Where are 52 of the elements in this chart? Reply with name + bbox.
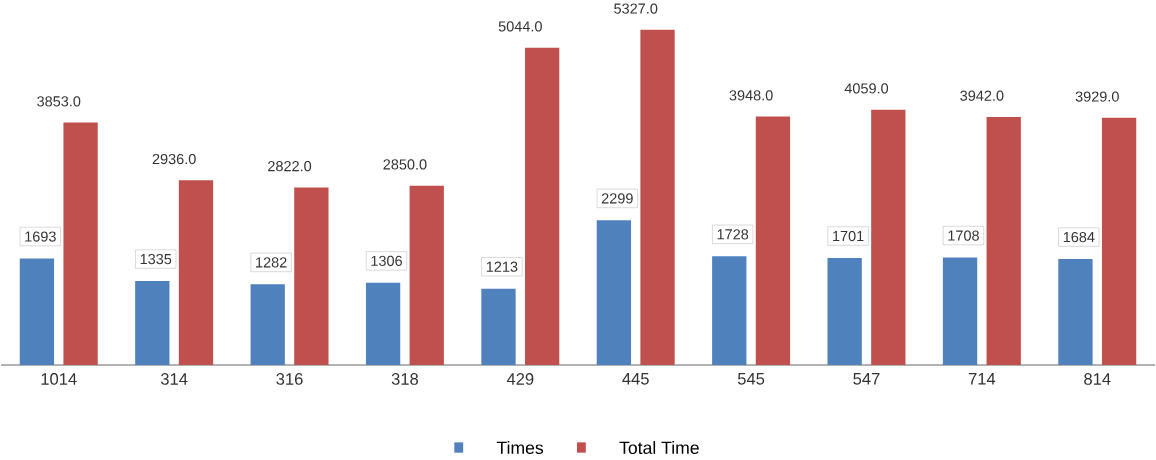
bar: [1101, 118, 1137, 366]
bar: [596, 220, 632, 366]
bar: [481, 288, 516, 366]
bar: [712, 256, 747, 366]
data-label: 1728: [717, 229, 749, 240]
bar: [178, 180, 214, 366]
data-label: 2822.0: [268, 161, 312, 172]
bar: [19, 258, 55, 366]
x-tick-label: 316: [276, 373, 303, 386]
bar: [755, 116, 791, 366]
bar: [63, 122, 98, 366]
bar: [986, 117, 1021, 366]
data-label: 1335: [140, 254, 172, 265]
x-tick-label: 429: [506, 373, 534, 386]
bar: [942, 257, 978, 366]
bar: [1058, 259, 1093, 366]
bar: [524, 47, 560, 366]
data-label: 1306: [371, 255, 402, 267]
x-tick-label: 314: [160, 373, 188, 386]
legend-label: Total Time: [619, 441, 699, 455]
x-tick-label: 445: [622, 373, 649, 385]
bar: [640, 30, 675, 366]
x-tick-label: 814: [1084, 373, 1111, 386]
data-label: 4059.0: [844, 83, 889, 94]
data-label: 3853.0: [37, 96, 81, 107]
x-tick-label: 318: [391, 373, 419, 386]
data-label: 1684: [1063, 232, 1095, 243]
bar: [294, 187, 329, 366]
data-label: 1213: [486, 261, 518, 273]
data-label: 2936.0: [152, 154, 196, 165]
data-label: 5044.0: [498, 21, 542, 32]
bar: [250, 284, 285, 366]
data-label: 3948.0: [729, 90, 773, 101]
bar: [365, 283, 401, 366]
bar: [135, 281, 170, 366]
x-tick-label: 545: [737, 373, 765, 385]
legend-label: Times: [496, 441, 544, 455]
x-tick-label: 1014: [41, 373, 77, 386]
data-label: 1693: [25, 231, 56, 242]
data-label: 2850.0: [383, 159, 427, 170]
data-label: 2299: [601, 193, 633, 204]
bar: [871, 109, 906, 366]
x-tick-label: 714: [968, 373, 996, 385]
data-label: 3942.0: [960, 90, 1004, 102]
data-label: 1708: [948, 230, 979, 241]
bar: [409, 185, 444, 366]
data-label: 1282: [256, 257, 287, 268]
bar: [827, 258, 862, 366]
data-label: 3929.0: [1075, 91, 1119, 102]
data-label: 1701: [833, 231, 864, 242]
data-label: 5327.0: [614, 3, 658, 14]
x-tick-label: 547: [853, 373, 880, 385]
